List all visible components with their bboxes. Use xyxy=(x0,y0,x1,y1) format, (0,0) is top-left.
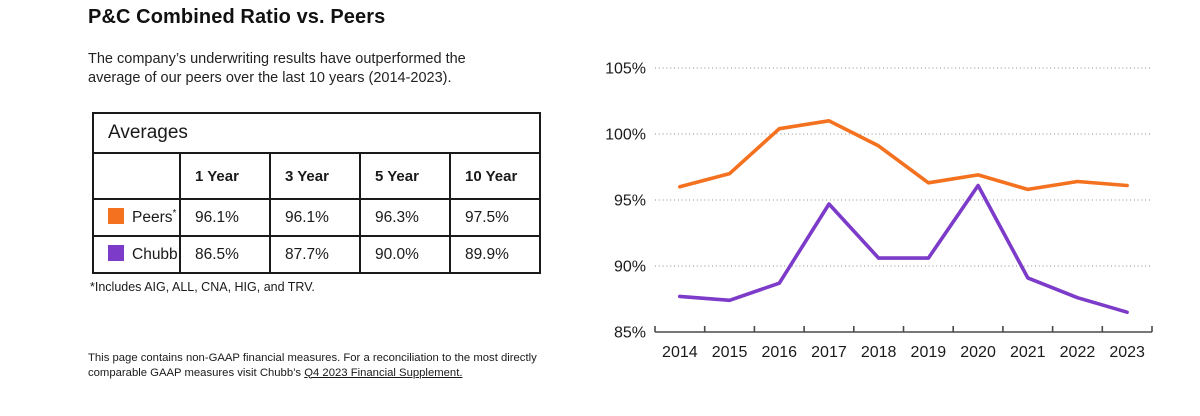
y-axis-label: 95% xyxy=(614,193,646,210)
disclaimer-line-2-text: comparable GAAP measures visit Chubb’s xyxy=(88,366,305,379)
table-title: Averages xyxy=(92,112,541,154)
x-axis-label: 2023 xyxy=(1109,344,1145,361)
x-axis-label: 2014 xyxy=(662,344,698,361)
table-row-chubb: Chubb 86.5% 87.7% 90.0% 89.9% xyxy=(92,235,541,274)
x-axis-label: 2015 xyxy=(712,344,748,361)
col-header-5-year: 5 Year xyxy=(359,152,451,200)
col-header-3-year: 3 Year xyxy=(269,152,361,200)
y-axis-label: 85% xyxy=(614,325,646,342)
y-axis-label: 90% xyxy=(614,259,646,276)
table-cell-chubb-3y: 87.7% xyxy=(269,235,361,274)
table-cell-peers-5y: 96.3% xyxy=(359,198,451,237)
y-axis-label: 100% xyxy=(605,127,646,144)
non-gaap-disclaimer: This page contains non-GAAP financial me… xyxy=(88,351,568,380)
combined-ratio-chart: 85% 90% 95% 100% 105% 2014 2015 2016 2017 2018 201… xyxy=(605,61,1153,361)
peers-legend-swatch xyxy=(108,208,124,224)
series-line-peers xyxy=(678,119,1129,192)
table-cell-peers-1y: 96.1% xyxy=(179,198,271,237)
x-axis-label: 2021 xyxy=(1010,344,1046,361)
table-cell-peers-10y: 97.5% xyxy=(449,198,541,237)
description-line-1: The company’s underwriting results have … xyxy=(88,51,466,67)
x-axis-label: 2016 xyxy=(761,344,797,361)
table-cell-chubb-5y: 90.0% xyxy=(359,235,451,274)
combined-ratio-chart-area: 85% 90% 95% 100% 105% 2014 2015 2016 2017 2018 201… xyxy=(590,0,1200,400)
peers-footnote: *Includes AIG, ALL, CNA, HIG, and TRV. xyxy=(90,280,315,294)
col-header-1-year: 1 Year xyxy=(179,152,271,200)
table-cell-chubb-1y: 86.5% xyxy=(179,235,271,274)
disclaimer-line-2: comparable GAAP measures visit Chubb’s Q… xyxy=(88,366,568,381)
row-label-peers-text: Peers xyxy=(132,209,173,226)
series-line-chubb xyxy=(678,183,1129,315)
x-axis-label: 2018 xyxy=(861,344,897,361)
row-label-chubb-text: Chubb xyxy=(132,246,178,263)
financial-supplement-link[interactable]: Q4 2023 Financial Supplement. xyxy=(304,366,463,379)
chubb-legend-swatch xyxy=(108,245,124,261)
peers-footnote-marker: * xyxy=(172,208,177,219)
table-corner-cell xyxy=(92,152,181,200)
disclaimer-line-1: This page contains non-GAAP financial me… xyxy=(88,352,537,364)
y-axis-label: 105% xyxy=(605,61,646,78)
table-cell-chubb-10y: 89.9% xyxy=(449,235,541,274)
description-line-2: average of our peers over the last 10 ye… xyxy=(88,70,452,86)
averages-table: Averages 1 Year 3 Year 5 Year 10 Year Pe… xyxy=(92,112,541,274)
page-title: P&C Combined Ratio vs. Peers xyxy=(88,6,386,28)
table-cell-peers-3y: 96.1% xyxy=(269,198,361,237)
x-axis-label: 2019 xyxy=(911,344,947,361)
x-axis-label: 2020 xyxy=(960,344,996,361)
description: The company’s underwriting results have … xyxy=(88,50,466,88)
col-header-10-year: 10 Year xyxy=(449,152,541,200)
row-label-peers: Peers* xyxy=(92,198,181,237)
x-axis-label: 2017 xyxy=(811,344,847,361)
table-row-peers: Peers* 96.1% 96.1% 96.3% 97.5% xyxy=(92,198,541,237)
row-label-chubb: Chubb xyxy=(92,235,181,274)
x-axis-label: 2022 xyxy=(1060,344,1096,361)
